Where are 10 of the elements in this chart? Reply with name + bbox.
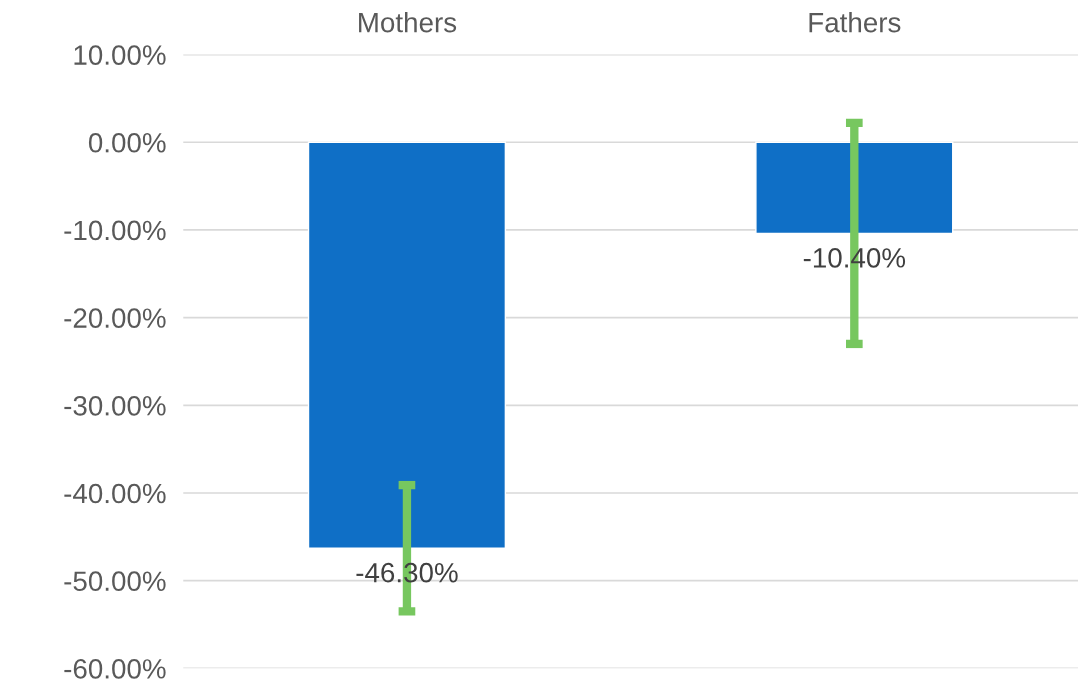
y-tick-label: -20.00% bbox=[64, 308, 166, 328]
y-tick-label: 10.00% bbox=[74, 45, 166, 65]
x-tick-label: Fathers bbox=[809, 12, 901, 33]
y-tick-label: -10.00% bbox=[64, 220, 166, 241]
y-tick-label: -50.00% bbox=[64, 571, 166, 592]
y-tick-label: -60.00% bbox=[64, 659, 166, 679]
x-tick-label: Mothers bbox=[359, 12, 457, 33]
y-tick-label: -40.00% bbox=[64, 483, 166, 504]
y-tick-label: -30.00% bbox=[64, 395, 166, 416]
y-tick-label: 0.00% bbox=[88, 132, 166, 153]
